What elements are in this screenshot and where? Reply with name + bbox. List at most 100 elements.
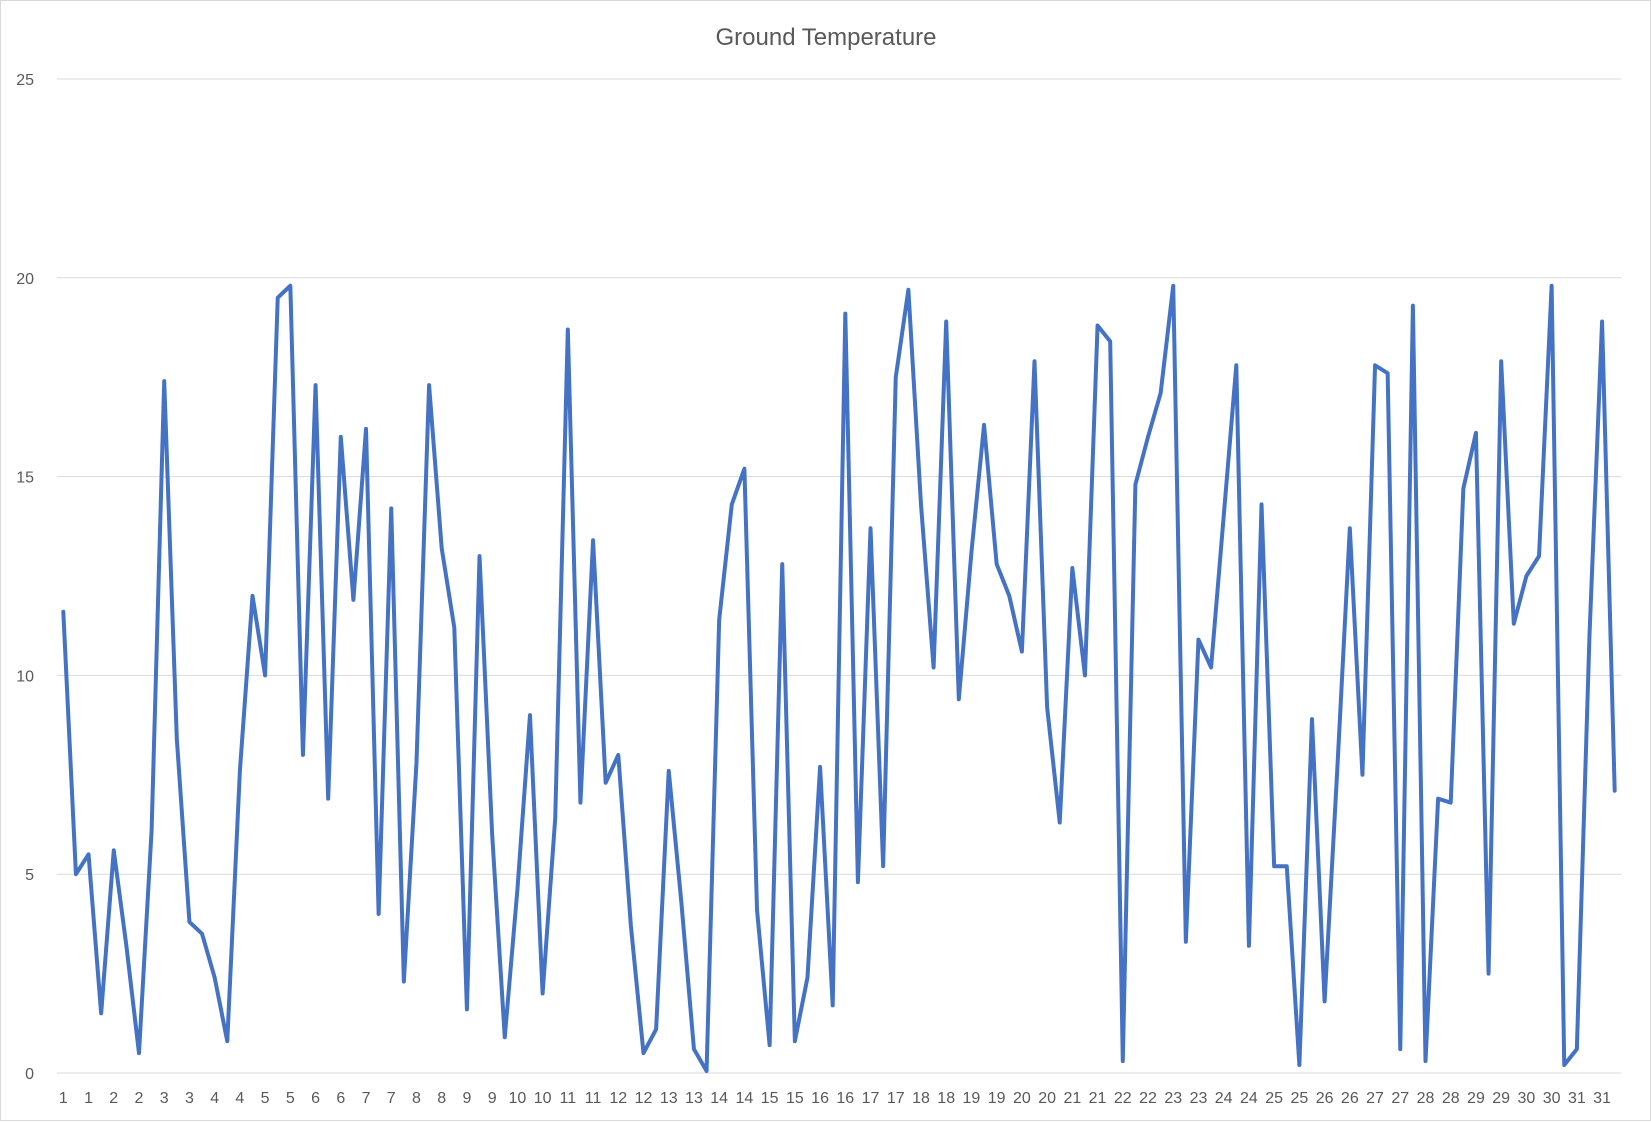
data-point [478,554,482,558]
data-point [1184,940,1188,944]
data-point [364,427,368,431]
data-point [124,944,128,948]
data-point [515,888,519,892]
x-tick-label: 20 [1038,1090,1056,1107]
data-point [1285,864,1289,868]
x-tick-label: 25 [1265,1090,1283,1107]
data-point [150,828,154,832]
data-point [1007,594,1011,598]
x-tick-label: 31 [1593,1090,1611,1107]
x-tick-label: 24 [1215,1090,1233,1107]
data-point [578,801,582,805]
data-point [187,920,191,924]
data-point [314,383,318,387]
data-point [818,765,822,769]
data-point [1272,864,1276,868]
data-point [629,924,633,928]
data-point [755,908,759,912]
data-point [616,753,620,757]
data-point [717,618,721,622]
x-tick-label: 3 [160,1090,169,1107]
data-point [1033,359,1037,363]
data-point [326,797,330,801]
x-tick-label: 15 [786,1090,804,1107]
x-tick-label: 15 [761,1090,779,1107]
x-tick-label: 11 [560,1090,577,1107]
data-point [1449,801,1453,805]
data-point [251,594,255,598]
data-point [112,848,116,852]
data-point [1474,431,1478,435]
data-point [642,1051,646,1055]
data-point [137,1051,141,1055]
x-tick-label: 4 [210,1090,219,1107]
data-point [566,327,570,331]
data-point [99,1011,103,1015]
x-tick-label: 16 [836,1090,854,1107]
x-tick-label: 9 [488,1090,497,1107]
data-point [881,864,885,868]
x-tick-label: 7 [387,1090,396,1107]
data-point [276,296,280,300]
data-point [856,880,860,884]
x-tick-label: 26 [1341,1090,1359,1107]
series-line-0 [61,283,1617,1074]
data-point [238,769,242,773]
x-tick-label: 17 [887,1090,905,1107]
data-point [654,1027,658,1031]
x-tick-label: 5 [261,1090,270,1107]
data-point [1121,1059,1125,1063]
data-point [1159,391,1163,395]
data-point [869,526,873,530]
data-point [1587,634,1591,638]
x-tick-label: 4 [235,1090,244,1107]
data-point [768,1043,772,1047]
x-tick-label: 6 [336,1090,345,1107]
data-point [742,467,746,471]
data-point [1096,324,1100,328]
x-tick-label: 29 [1467,1090,1485,1107]
data-point [1108,339,1112,343]
data-point [1171,284,1175,288]
y-axis-ticks: 0 5 10 15 20 25 [16,72,34,1083]
x-tick-label: 19 [963,1090,981,1107]
data-point [1323,999,1327,1003]
data-point [351,598,355,602]
data-point [1461,487,1465,491]
x-tick-label: 23 [1190,1090,1208,1107]
data-point [452,626,456,630]
data-point [906,288,910,292]
x-tick-label: 8 [412,1090,421,1107]
series-layer [61,283,1617,1074]
data-point [919,502,923,506]
data-point [1058,821,1062,825]
data-point [162,379,166,383]
data-point [339,435,343,439]
x-tick-label: 2 [135,1090,144,1107]
data-point [1247,944,1251,948]
data-point [1360,773,1364,777]
x-tick-label: 28 [1442,1090,1460,1107]
x-tick-label: 1 [84,1090,93,1107]
data-point [692,1047,696,1051]
y-tick-label: 5 [25,867,34,884]
data-point [1209,665,1213,669]
data-point [1222,514,1226,518]
data-point [1045,705,1049,709]
y-tick-label: 10 [16,668,34,685]
x-tick-label: 31 [1568,1090,1586,1107]
data-point [604,781,608,785]
data-point [1613,789,1617,793]
data-point [1133,483,1137,487]
data-point [780,562,784,566]
x-tick-label: 3 [185,1090,194,1107]
data-point [805,976,809,980]
data-point [982,423,986,427]
data-point [87,852,91,856]
data-point [288,284,292,288]
data-point [1146,435,1150,439]
x-tick-label: 27 [1391,1090,1409,1107]
data-point [1537,554,1541,558]
data-point [465,1007,469,1011]
